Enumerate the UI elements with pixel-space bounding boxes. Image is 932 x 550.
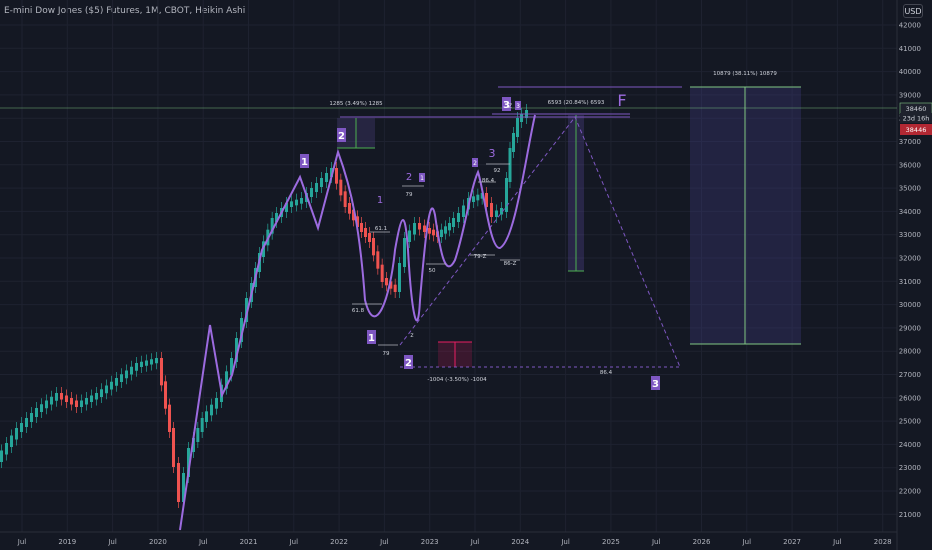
wave-curve[interactable] — [179, 114, 536, 531]
fib-lines — [352, 163, 520, 346]
projection-path[interactable] — [399, 116, 681, 368]
symbol-title[interactable]: E-mini Dow Jones ($5) Futures, 1M, CBOT,… — [4, 6, 246, 16]
currency-button[interactable]: USD — [903, 4, 923, 18]
